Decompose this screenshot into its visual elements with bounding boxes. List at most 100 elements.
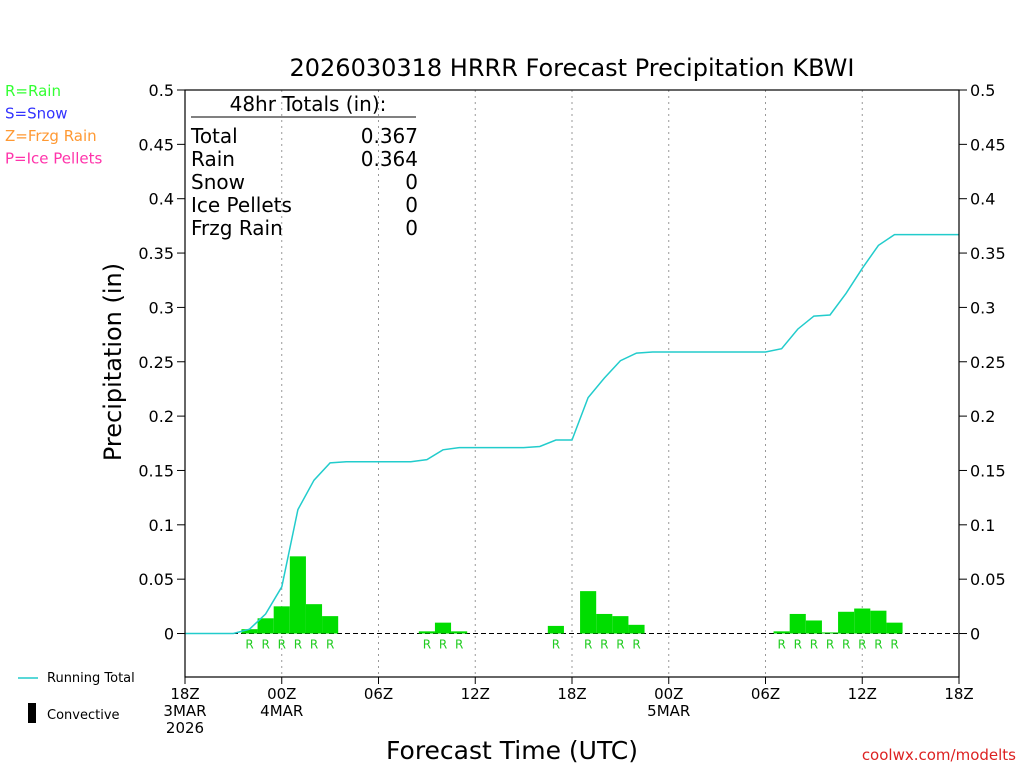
ptype-label: R (890, 638, 898, 652)
y-tick-label-right: 0.05 (970, 570, 1006, 589)
precip-bar (451, 631, 468, 634)
ptype-legend: R=Rain S=Snow Z=Frzg Rain P=Ice Pellets (5, 82, 102, 168)
precip-bar (322, 616, 339, 634)
ptype-legend-entry: P=Ice Pellets (5, 150, 102, 168)
x-tick-label: 18Z (557, 685, 586, 703)
totals-row-value: 0 (405, 216, 418, 240)
precip-bar (273, 606, 290, 634)
ptype-label: R (245, 638, 253, 652)
y-tick-label-right: 0.1 (970, 516, 995, 535)
totals-row-value: 0.364 (361, 147, 418, 171)
convective-legend-label: Convective (47, 708, 120, 723)
ptype-label: R (552, 638, 560, 652)
convective-legend-swatch (28, 703, 36, 723)
y-tick-label-left: 0 (164, 625, 174, 644)
x-tick-label: 00Z (267, 685, 296, 703)
y-tick-label-right: 0.45 (970, 135, 1006, 154)
y-tick-label-right: 0.5 (970, 81, 995, 100)
y-tick-label-right: 0.2 (970, 407, 995, 426)
ptype-label: R (584, 638, 592, 652)
totals-rows: Total 0.367 Rain 0.364 Snow 0 Ice Pellets 0 Frzg… (190, 124, 418, 240)
precip-bar (305, 604, 323, 634)
ptype-label: R (810, 638, 818, 652)
y-tick-label-left: 0.45 (138, 135, 174, 154)
totals-heading: 48hr Totals (in): (230, 92, 387, 116)
precip-bar (289, 556, 306, 634)
precip-bar (805, 620, 822, 634)
x-tick-label: 12Z (461, 685, 490, 703)
ptype-label: R (261, 638, 269, 652)
y-tick-label-right: 0 (970, 625, 980, 644)
totals-row-value: 0 (405, 193, 418, 217)
x-tick-label: 3MAR (163, 702, 206, 720)
precip-bar (773, 631, 790, 634)
totals-row-value: 0.367 (361, 124, 418, 148)
totals-row-label: Frzg Rain (191, 216, 283, 240)
y-tick-label-left: 0.25 (138, 353, 174, 372)
x-tick-label: 18Z (944, 685, 973, 703)
x-tick-label: 18Z (170, 685, 199, 703)
totals-box: 48hr Totals (in): Total 0.367 Rain 0.364 Sno… (190, 92, 418, 240)
running-total-legend-label: Running Total (47, 671, 135, 686)
y-tick-label-right: 0.3 (970, 298, 995, 317)
y-tick-label-left: 0.5 (149, 81, 174, 100)
ptype-label: R (858, 638, 866, 652)
ptype-legend-entry: R=Rain (5, 82, 61, 100)
totals-row-label: Total (190, 124, 238, 148)
y-tick-label-left: 0.2 (149, 407, 174, 426)
totals-row-label: Ice Pellets (191, 193, 292, 217)
x-tick-label: 5MAR (647, 702, 690, 720)
running-total-line (185, 233, 959, 635)
credit-text: coolwx.com/modelts (862, 746, 1016, 764)
ptype-label: R (632, 638, 640, 652)
ptype-label: R (600, 638, 608, 652)
x-tick-label: 2026 (166, 719, 204, 737)
precip-bar (580, 591, 597, 634)
ptype-label: R (616, 638, 624, 652)
precip-bars (241, 556, 903, 634)
ptype-label: R (294, 638, 302, 652)
y-tick-label-right: 0.15 (970, 461, 1006, 480)
precip-bar (886, 622, 903, 634)
running-total-group (185, 233, 959, 635)
precip-bar (870, 610, 887, 634)
totals-row-value: 0 (405, 170, 418, 194)
x-tick-label: 00Z (654, 685, 683, 703)
precip-bar (628, 624, 645, 634)
ptype-label: R (874, 638, 882, 652)
grid (281, 90, 863, 677)
x-tick-label: 06Z (751, 685, 780, 703)
ptype-label: R (326, 638, 334, 652)
precip-bar (821, 632, 839, 634)
ptype-label: R (423, 638, 431, 652)
precip-bar (547, 625, 564, 634)
ptype-legend-entry: Z=Frzg Rain (5, 127, 97, 145)
x-tick-label: 06Z (364, 685, 393, 703)
x-axis-label: Forecast Time (UTC) (386, 736, 638, 765)
precip-bar (612, 616, 629, 634)
y-tick-label-left: 0.05 (138, 570, 174, 589)
y-tick-label-left: 0.1 (149, 516, 174, 535)
y-tick-label-left: 0.3 (149, 298, 174, 317)
ptype-label: R (455, 638, 463, 652)
precip-bar (434, 622, 452, 634)
x-tick-label: 4MAR (260, 702, 303, 720)
y-axis-label: Precipitation (in) (99, 263, 127, 461)
ptype-label: R (278, 638, 286, 652)
y-tick-label-right: 0.4 (970, 190, 995, 209)
bottom-legend: Running Total Convective (18, 671, 135, 723)
y-tick-label-left: 0.4 (149, 190, 174, 209)
ptype-label: R (310, 638, 318, 652)
totals-row-label: Snow (191, 170, 245, 194)
precip-bar (789, 613, 806, 634)
x-tick-label: 12Z (848, 685, 877, 703)
chart-title: 2026030318 HRRR Forecast Precipitation K… (289, 54, 854, 82)
y-tick-label-right: 0.25 (970, 353, 1006, 372)
precip-bar (596, 613, 613, 634)
ptype-label: R (794, 638, 802, 652)
y-tick-label-left: 0.15 (138, 461, 174, 480)
precip-bar (418, 631, 435, 634)
